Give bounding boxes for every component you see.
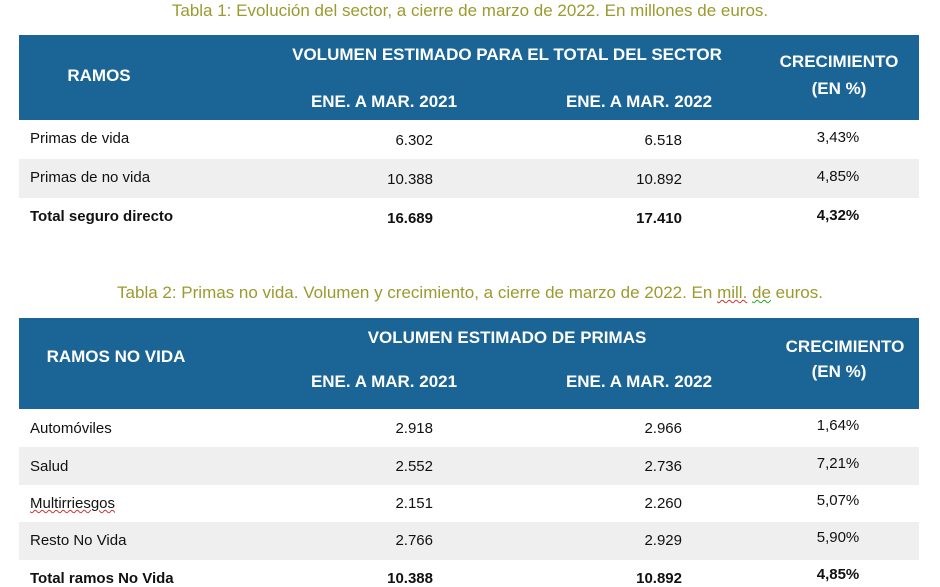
table-row: Automóviles 2.918 2.966 1,64% xyxy=(19,409,919,447)
cell-2021: 6.302 xyxy=(395,132,433,149)
header-crecimiento: CRECIMIENTO xyxy=(779,52,899,71)
header-period-2022: ENE. A MAR. 2022 xyxy=(565,372,713,391)
cell-ramo: Primas de no vida xyxy=(30,169,151,186)
header-volumen: VOLUMEN ESTIMADO DE PRIMAS xyxy=(367,328,647,347)
cell-2022: 2.736 xyxy=(644,458,682,475)
table-row: Multirriesgos 2.151 2.260 5,07% xyxy=(19,485,919,522)
table-row-total: Total ramos No Vida 10.388 10.892 4,85% xyxy=(19,560,919,587)
cell-crecimiento: 4,85% xyxy=(816,566,860,583)
header-ramos: RAMOS NO VIDA xyxy=(46,347,186,366)
cell-ramo: Primas de vida xyxy=(30,130,130,147)
cell-ramo: Total seguro directo xyxy=(30,208,174,225)
title-text: de xyxy=(752,283,771,302)
header-crecimiento: CRECIMIENTO xyxy=(785,337,905,356)
cell-ramo: Multirriesgos xyxy=(30,495,116,512)
title-text: Tabla 2: Primas no vida. Volumen y creci… xyxy=(117,283,718,302)
cell-2022: 2.966 xyxy=(644,420,682,437)
cell-crecimiento: 5,07% xyxy=(816,492,860,509)
table2-title: Tabla 2: Primas no vida. Volumen y creci… xyxy=(0,283,940,303)
table-row-total: Total seguro directo 16.689 17.410 4,32% xyxy=(19,198,919,237)
header-crecimiento-unit: (EN %) xyxy=(811,79,867,98)
cell-2021: 2.766 xyxy=(395,532,433,549)
header-period-2021: ENE. A MAR. 2021 xyxy=(310,92,458,111)
cell-crecimiento: 3,43% xyxy=(816,129,860,146)
cell-2022: 6.518 xyxy=(644,132,682,149)
title-text: euros. xyxy=(770,283,823,302)
cell-crecimiento: 5,90% xyxy=(816,529,860,546)
header-crecimiento-unit: (EN %) xyxy=(811,362,867,381)
cell-2022: 2.260 xyxy=(644,495,682,512)
cell-2022: 10.892 xyxy=(636,570,682,587)
cell-ramo: Total ramos No Vida xyxy=(30,570,174,587)
cell-2021: 10.388 xyxy=(387,171,433,188)
header-period-2021: ENE. A MAR. 2021 xyxy=(310,372,458,391)
table-row: Primas de vida 6.302 6.518 3,43% xyxy=(19,120,919,159)
table1-header: RAMOS VOLUMEN ESTIMADO PARA EL TOTAL DEL… xyxy=(19,35,919,120)
table-row: Resto No Vida 2.766 2.929 5,90% xyxy=(19,522,919,560)
cell-ramo: Salud xyxy=(30,458,69,475)
cell-2022: 10.892 xyxy=(636,171,682,188)
header-ramos: RAMOS xyxy=(67,66,131,85)
cell-crecimiento: 7,21% xyxy=(816,455,860,472)
header-period-2022: ENE. A MAR. 2022 xyxy=(565,92,713,111)
table2-header: RAMOS NO VIDA VOLUMEN ESTIMADO DE PRIMAS… xyxy=(19,318,919,409)
cell-crecimiento: 4,85% xyxy=(816,168,860,185)
cell-2021: 10.388 xyxy=(387,570,433,587)
table-row: Salud 2.552 2.736 7,21% xyxy=(19,447,919,485)
cell-2021: 16.689 xyxy=(387,210,433,227)
title-text: mill. xyxy=(717,283,748,302)
cell-2021: 2.552 xyxy=(395,458,433,475)
cell-ramo: Automóviles xyxy=(30,420,112,437)
cell-crecimiento: 4,32% xyxy=(816,207,860,224)
table1-title: Tabla 1: Evolución del sector, a cierre … xyxy=(171,1,769,20)
cell-2021: 2.151 xyxy=(395,495,433,512)
cell-crecimiento: 1,64% xyxy=(816,417,860,434)
table-row: Primas de no vida 10.388 10.892 4,85% xyxy=(19,159,919,198)
header-volumen: VOLUMEN ESTIMADO PARA EL TOTAL DEL SECTO… xyxy=(292,45,722,64)
cell-2022: 17.410 xyxy=(636,210,682,227)
cell-ramo: Resto No Vida xyxy=(30,532,127,549)
cell-2022: 2.929 xyxy=(644,532,682,549)
cell-2021: 2.918 xyxy=(395,420,433,437)
